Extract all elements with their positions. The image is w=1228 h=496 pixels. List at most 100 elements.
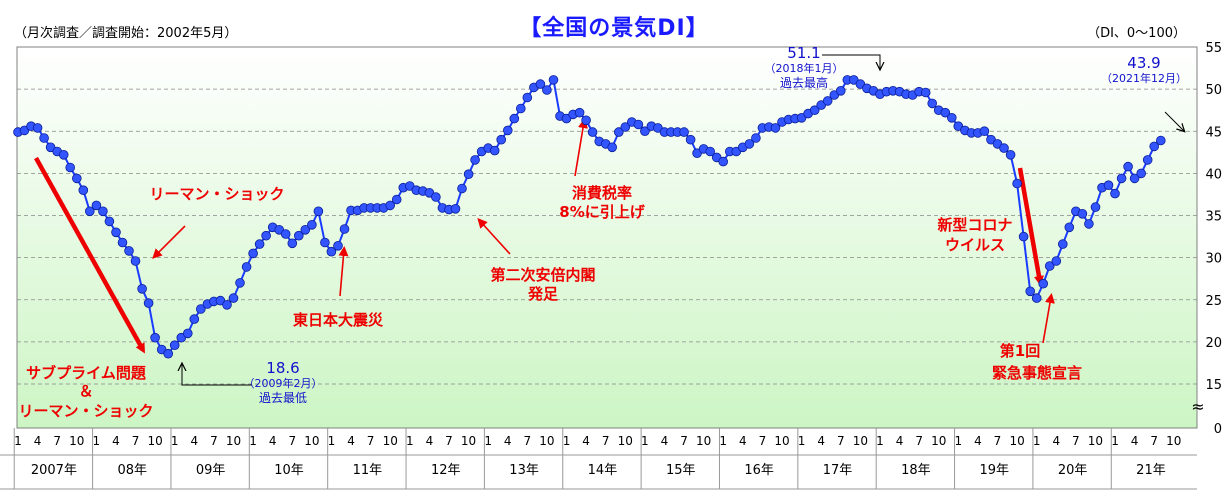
data-point [169, 340, 180, 351]
x-month-label: 10 [69, 434, 84, 448]
data-point [1058, 239, 1068, 249]
x-year-label: 2007年 [31, 463, 77, 478]
data-point [235, 278, 245, 288]
data-point [1005, 150, 1016, 160]
x-month-label: 7 [132, 434, 140, 448]
data-point [489, 145, 500, 156]
data-point [574, 107, 585, 118]
data-point [91, 200, 102, 211]
data-point [1025, 286, 1035, 297]
x-month-label: 4 [504, 434, 512, 448]
callout-value: 18.6 [266, 359, 299, 377]
x-month-label: 10 [696, 434, 711, 448]
data-point [78, 185, 89, 196]
data-point [685, 134, 696, 145]
x-month-label: 1 [249, 434, 257, 448]
event-annotation: 第1回 [1000, 342, 1040, 360]
data-point [163, 348, 174, 359]
event-annotation: リーマン・ショック [149, 185, 284, 203]
data-point [1110, 188, 1120, 199]
pointer-tax [574, 118, 588, 177]
x-month-label: 7 [445, 434, 453, 448]
data-point [633, 119, 644, 130]
event-annotation: 発足 [527, 285, 559, 303]
x-year-label: 17年 [823, 463, 853, 478]
x-month-label: 10 [1088, 434, 1103, 448]
event-annotation: 緊急事態宣言 [992, 364, 1082, 382]
x-month-label: 10 [1166, 434, 1181, 448]
y-tick-label: 15 [1205, 378, 1222, 393]
x-month-label: 4 [112, 434, 120, 448]
x-month-label: 1 [171, 434, 179, 448]
y-tick-label: 50 [1205, 83, 1222, 98]
event-annotation: 8%に引上げ [559, 203, 645, 221]
data-point [117, 237, 128, 248]
data-point [1084, 219, 1094, 229]
data-point [339, 224, 350, 234]
data-point [1051, 256, 1062, 266]
data-point [470, 155, 480, 165]
x-month-label: 4 [817, 434, 825, 448]
data-point [326, 246, 337, 257]
data-point [835, 86, 846, 96]
pointer-latest [1164, 111, 1184, 131]
data-point [124, 246, 134, 256]
data-point [1103, 180, 1114, 191]
trend-arrow-covid [1017, 167, 1044, 286]
data-point [946, 113, 957, 123]
callout-date: （2021年12月） [1101, 71, 1187, 85]
x-month-label: 7 [759, 434, 767, 448]
x-month-label: 4 [582, 434, 590, 448]
x-month-label: 10 [147, 434, 162, 448]
data-point [679, 127, 689, 137]
data-point [228, 293, 239, 303]
y-tick-label: 30 [1205, 252, 1222, 267]
x-year-label: 18年 [901, 463, 931, 478]
callout-value: 51.1 [787, 44, 820, 62]
data-point [620, 122, 631, 132]
y-tick-label: 25 [1205, 294, 1222, 309]
data-point [1149, 141, 1159, 152]
x-year-label: 19年 [979, 463, 1009, 478]
event-annotation: 第二次安倍内閣 [490, 266, 595, 284]
data-point [607, 142, 617, 153]
pointer-lehman [152, 225, 186, 259]
data-point [463, 169, 474, 180]
data-point [248, 248, 258, 259]
y-tick-label: 40 [1205, 167, 1222, 182]
x-year-label: 14年 [588, 463, 618, 478]
x-month-label: 1 [876, 434, 884, 448]
data-point [1136, 168, 1146, 179]
data-point [542, 85, 552, 95]
data-point [222, 299, 232, 310]
event-annotation: 消費税率 [572, 184, 632, 202]
data-point [522, 92, 533, 103]
data-point [1038, 278, 1048, 289]
x-month-label: 1 [406, 434, 414, 448]
x-month-label: 10 [618, 434, 633, 448]
data-point [450, 204, 461, 214]
x-month-label: 4 [269, 434, 277, 448]
x-month-label: 1 [719, 434, 727, 448]
x-year-label: 21年 [1136, 463, 1166, 478]
data-point [333, 241, 343, 251]
data-point [999, 143, 1009, 153]
pointer-emergency [1042, 293, 1055, 344]
x-year-label: 09年 [196, 463, 226, 478]
event-annotation: 新型コロナ [937, 216, 1012, 234]
data-point [65, 162, 75, 173]
x-month-label: 7 [994, 434, 1002, 448]
x-month-label: 7 [837, 434, 845, 448]
data-point [515, 103, 526, 114]
y-tick-label: 20 [1205, 336, 1222, 351]
data-point [1156, 135, 1166, 146]
data-point [111, 227, 121, 238]
data-point [1116, 173, 1127, 184]
x-month-label: 4 [426, 434, 434, 448]
pointer-min [182, 364, 252, 386]
callout-note: 過去最高 [780, 75, 828, 90]
x-year-label: 16年 [744, 463, 774, 478]
data-point [280, 229, 291, 239]
data-point [581, 115, 591, 126]
